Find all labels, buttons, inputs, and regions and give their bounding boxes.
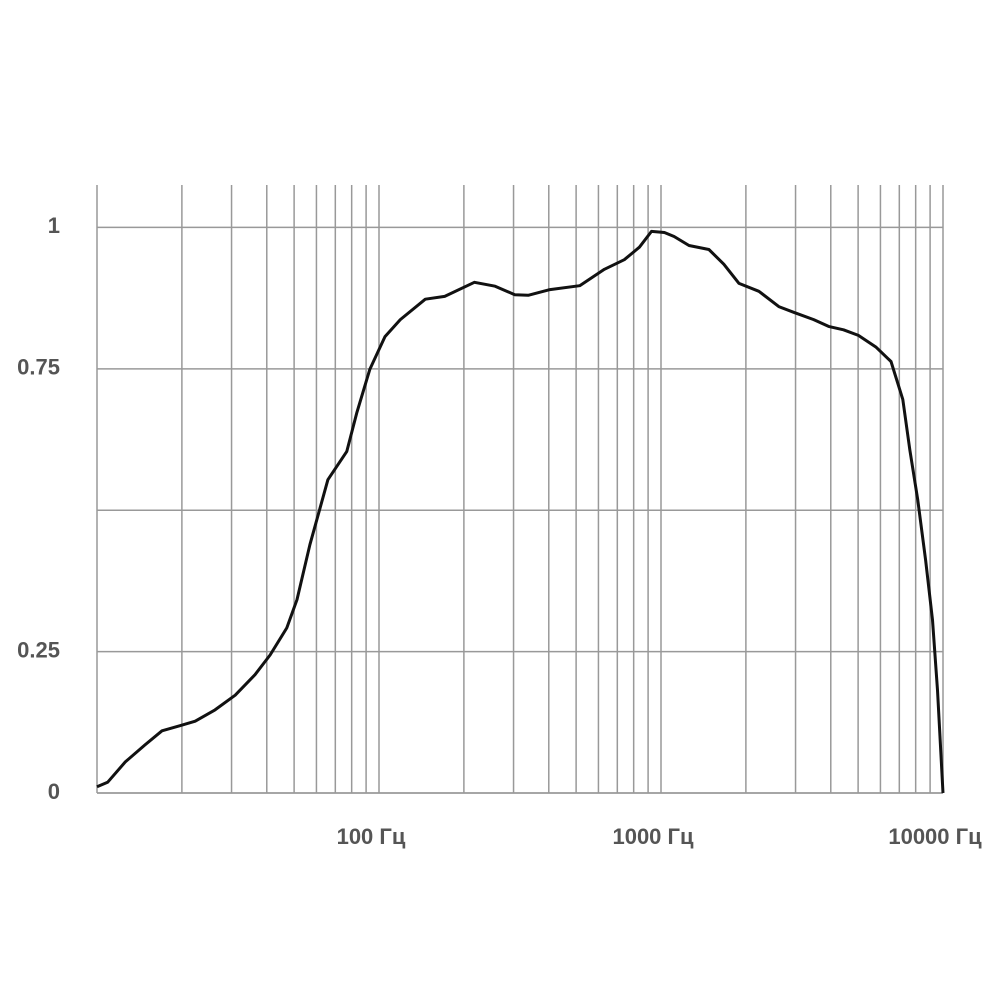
y-tick-label: 0.25 <box>17 637 60 662</box>
response-curve <box>96 229 945 794</box>
y-tick-label: 0.75 <box>17 355 60 380</box>
y-tick-label: 0 <box>48 779 60 804</box>
x-tick-label: 1000 Гц <box>612 824 694 849</box>
x-tick-label: 100 Гц <box>337 824 406 849</box>
x-tick-label: 10000 Гц <box>888 824 982 849</box>
y-tick-label: 1 <box>48 213 60 238</box>
